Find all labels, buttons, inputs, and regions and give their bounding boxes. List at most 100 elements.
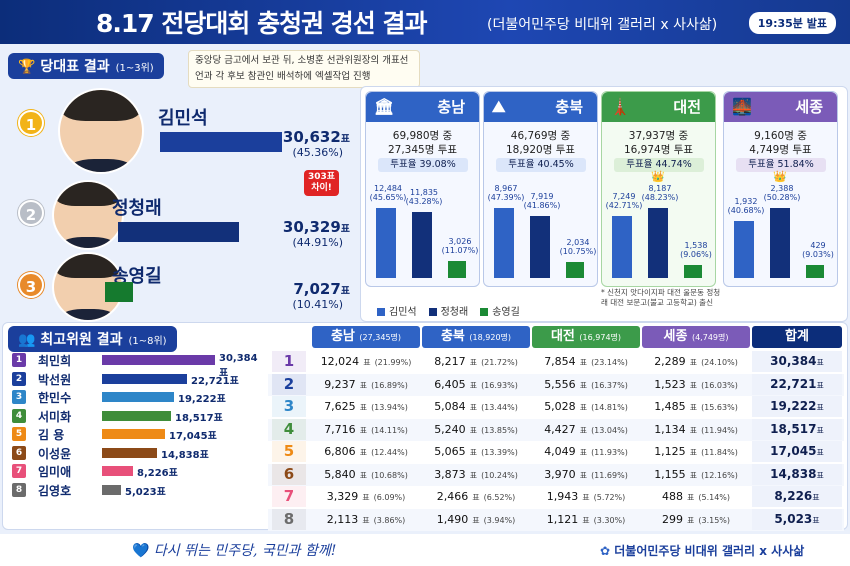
table-cell: 1,490 표 (3.94%) (436, 512, 516, 526)
footer (0, 534, 850, 566)
table-row: 8 2,113 표 (3.86%) 1,490 표 (3.94%) 1,121 표 (3.30%)… (268, 508, 844, 531)
candidate-votes: 7,027표 (293, 280, 350, 298)
member-row: 3 한민수 19,222표 (12, 389, 262, 406)
region-bar (806, 265, 824, 278)
candidate-pct: (45.36%) (292, 146, 343, 159)
region-bar (770, 208, 790, 278)
candidate-votes: 30,632표 (282, 128, 350, 146)
candidate-bar (160, 132, 282, 152)
electors: 69,980명 중 (392, 130, 453, 142)
member-row: 7 임미애 8,226표 (12, 463, 262, 480)
member-bar (102, 484, 121, 495)
member-rank: 1 (12, 353, 26, 367)
region-bar (612, 216, 632, 278)
process-note: 중앙당 금고에서 보관 뒤, 소병훈 선관위원장의 개표선언과 각 후보 참관인… (188, 50, 420, 88)
table-cell: 1,134 표 (11.94%) (654, 422, 738, 436)
member-total: 5,023표 (125, 486, 166, 498)
region-header: 대전 🗼 (602, 92, 715, 122)
table-cell: 12,024 표 (21.99%) (320, 355, 412, 368)
table-cell: 5,065 표 (13.39%) (434, 445, 518, 458)
member-name: 임미애 (38, 465, 72, 479)
candidate-avatar (52, 180, 124, 250)
table-cell: 5,028 표 (14.81%) (544, 400, 628, 413)
vote-gap-badge: 303표 차이! (304, 170, 340, 196)
legend-item: 김민석 (377, 303, 417, 318)
region-bar (684, 265, 702, 278)
table-rank: 4 (272, 418, 306, 440)
slogan: 💙 다시 뛰는 민주당, 국민과 함께! (132, 543, 337, 559)
table-row: 6 5,840 표 (10.68%) 3,873 표 (10.24%) 3,970 표 (11.6… (268, 463, 844, 486)
bar-label: 11,835 (43.28%) (405, 188, 443, 206)
table-cell: 488 표 (5.14%) (661, 490, 731, 503)
region-bar (648, 208, 668, 278)
table-header: 충남 (27,345명) (312, 326, 420, 348)
table-header: 충북 (18,920명) (422, 326, 530, 348)
table-cell: 7,625 표 (13.94%) (324, 400, 408, 413)
table-cell: 5,840 표 (10.68%) (324, 467, 408, 481)
table-cell: 3,970 표 (11.69%) (544, 467, 628, 481)
table-row: 4 7,716 표 (14.11%) 5,240 표 (13.85%) 4,427 표 (13.0… (268, 418, 844, 441)
bar-label: 12,484 (45.65%) (369, 184, 407, 202)
table-header: 대전 (16,974명) (532, 326, 640, 348)
member-row: 1 최민희 30,384표 (12, 352, 262, 379)
table-rank: 3 (272, 396, 306, 417)
table-rank: 8 (272, 508, 306, 530)
table-cell: 1,485 표 (15.63%) (654, 400, 738, 413)
member-name: 김영호 (38, 483, 72, 498)
leader-section-label: 🏆 당대표 결과 (1~3위) (8, 53, 164, 79)
region-landmark-icon: 🗼 (610, 97, 630, 116)
member-bar (102, 466, 133, 476)
table-row: 2 9,237 표 (16.89%) 6,405 표 (16.93%) 5,556 표 (16.3… (268, 373, 844, 396)
member-row: 6 이성윤 14,838표 (12, 445, 262, 462)
region-card: 대전 🗼 37,937명 중 16,974명 투표 투표율 44.74% 7,249 (42… (601, 91, 716, 287)
region-header: 충남 🏛 (366, 92, 479, 122)
trophy-icon: 🏆 (18, 59, 36, 75)
member-row: 4 서미화 18,517표 (12, 408, 262, 425)
bar-label: 1,538 (9.06%) (680, 241, 712, 259)
people-icon: 👥 (18, 332, 36, 348)
table-rank: 2 (272, 373, 306, 395)
candidate-name: 송영길 (112, 266, 162, 287)
member-total: 8,226표 (137, 468, 178, 479)
member-total: 19,222표 (178, 394, 226, 405)
table-cell: 1,125 표 (11.84%) (654, 445, 738, 458)
bar-label: 3,026 (11.07%) (441, 237, 479, 255)
region-landmark-icon: 🌉 (732, 97, 752, 116)
electors: 9,160명 중 (754, 130, 807, 142)
member-total: 14,838표 (161, 449, 209, 461)
chart-legend: 김민석 정청래 송영길 (377, 303, 532, 318)
table-cell: 4,427 표 (13.04%) (544, 422, 628, 436)
table-row: 3 7,625 표 (13.94%) 5,084 표 (13.44%) 5,028 표 (14.8… (268, 396, 844, 418)
voters: 27,345명 투표 (387, 144, 458, 156)
legend-item: 송영길 (480, 303, 520, 318)
member-name: 서미화 (38, 409, 72, 424)
table-cell: 299 표 (3.15%) (661, 512, 731, 526)
table-total: 17,045표 (752, 441, 842, 462)
table-row: 7 3,329 표 (6.09%) 2,466 표 (6.52%) 1,943 표 (5.72%)… (268, 486, 844, 508)
crown-icon: 👑 (773, 170, 787, 183)
member-total: 18,517표 (175, 412, 223, 424)
member-name: 한민수 (38, 391, 72, 405)
table-cell: 5,556 표 (16.37%) (544, 377, 628, 391)
bar-label: 8,187 (48.23%) (641, 184, 679, 202)
member-bar (102, 429, 165, 439)
turnout: 투표율 44.74% (614, 158, 704, 172)
candidate-avatar (58, 88, 144, 174)
candidate-votes: 30,329표 (282, 218, 350, 236)
heart-icon: 💙 (132, 543, 150, 559)
voters: 18,920명 투표 (505, 144, 576, 156)
page-title: 8.17 전당대회 충청권 경선 결과 (96, 9, 427, 38)
bar-label: 7,249 (42.71%) (605, 192, 643, 210)
region-bar (448, 261, 466, 278)
table-cell: 3,873 표 (10.24%) (434, 467, 518, 481)
table-total: 30,384표 (752, 351, 842, 372)
bar-label: 1,932 (40.68%) (727, 197, 765, 215)
member-bar (102, 373, 187, 384)
table-header: 세종 (4,749명) (642, 326, 750, 348)
table-cell: 3,329 표 (6.09%) (326, 490, 406, 503)
table-cell: 1,523 표 (16.03%) (654, 377, 738, 391)
region-landmark-icon: ⛰ (492, 97, 506, 116)
table-rank: 5 (272, 441, 306, 462)
table-cell: 7,716 표 (14.11%) (324, 422, 408, 436)
table-cell: 5,240 표 (13.85%) (434, 422, 518, 436)
